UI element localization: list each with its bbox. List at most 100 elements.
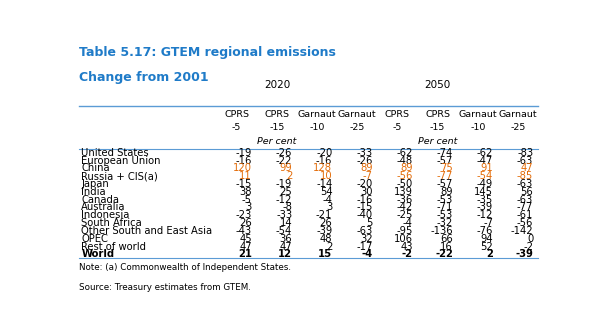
Text: 45: 45	[240, 234, 252, 244]
Text: -16: -16	[356, 195, 373, 205]
Text: 16: 16	[440, 242, 453, 251]
Text: -23: -23	[236, 210, 252, 220]
Text: -63: -63	[517, 195, 533, 205]
Text: -15: -15	[430, 123, 445, 132]
Text: -63: -63	[517, 179, 533, 189]
Text: 139: 139	[394, 187, 413, 197]
Text: 38: 38	[240, 187, 252, 197]
Text: -42: -42	[397, 202, 413, 213]
Text: Source: Treasury estimates from GTEM.: Source: Treasury estimates from GTEM.	[79, 284, 251, 292]
Text: -32: -32	[436, 218, 453, 228]
Text: -5: -5	[242, 195, 252, 205]
Text: 43: 43	[400, 242, 413, 251]
Text: Note: (a) Commonwealth of Independent States.: Note: (a) Commonwealth of Independent St…	[79, 263, 291, 272]
Text: -12: -12	[477, 210, 493, 220]
Text: -54: -54	[477, 171, 493, 181]
Text: -57: -57	[436, 179, 453, 189]
Text: -7: -7	[362, 171, 373, 181]
Text: -95: -95	[396, 226, 413, 236]
Text: -54: -54	[276, 226, 292, 236]
Text: CPRS: CPRS	[425, 110, 450, 119]
Text: -36: -36	[397, 195, 413, 205]
Text: -74: -74	[436, 148, 453, 158]
Text: -76: -76	[477, 226, 493, 236]
Text: Garnaut: Garnaut	[338, 110, 377, 119]
Text: 56: 56	[521, 187, 533, 197]
Text: -71: -71	[436, 202, 453, 213]
Text: -57: -57	[436, 156, 453, 165]
Text: -53: -53	[436, 210, 453, 220]
Text: -56: -56	[517, 218, 533, 228]
Text: -2: -2	[523, 242, 533, 251]
Text: India: India	[81, 187, 106, 197]
Text: 3: 3	[326, 202, 332, 213]
Text: -16: -16	[316, 156, 332, 165]
Text: 47: 47	[521, 163, 533, 173]
Text: -10: -10	[309, 123, 324, 132]
Text: -53: -53	[436, 195, 453, 205]
Text: Japan: Japan	[81, 179, 109, 189]
Text: European Union: European Union	[81, 156, 161, 165]
Text: 2050: 2050	[424, 80, 451, 90]
Text: 89: 89	[360, 163, 373, 173]
Text: Canada: Canada	[81, 195, 119, 205]
Text: -20: -20	[316, 148, 332, 158]
Text: 47: 47	[240, 242, 252, 251]
Text: CPRS: CPRS	[264, 110, 290, 119]
Text: -10: -10	[470, 123, 485, 132]
Text: -15: -15	[356, 202, 373, 213]
Text: 2020: 2020	[264, 80, 290, 90]
Text: -50: -50	[397, 179, 413, 189]
Text: -56: -56	[396, 171, 413, 181]
Text: -7: -7	[483, 218, 493, 228]
Text: -16: -16	[235, 156, 252, 165]
Text: 66: 66	[440, 234, 453, 244]
Text: 48: 48	[320, 234, 332, 244]
Text: 12: 12	[278, 250, 292, 259]
Text: -14: -14	[316, 179, 332, 189]
Text: -33: -33	[276, 210, 292, 220]
Text: -77: -77	[517, 202, 533, 213]
Text: 14: 14	[279, 218, 292, 228]
Text: 11: 11	[239, 171, 252, 181]
Text: -15: -15	[269, 123, 285, 132]
Text: -39: -39	[316, 226, 332, 236]
Text: 21: 21	[238, 250, 252, 259]
Text: 99: 99	[279, 163, 292, 173]
Text: -26: -26	[276, 148, 292, 158]
Text: 3: 3	[246, 202, 252, 213]
Text: -4: -4	[323, 195, 332, 205]
Text: 47: 47	[279, 242, 292, 251]
Text: -63: -63	[517, 156, 533, 165]
Text: -62: -62	[396, 148, 413, 158]
Text: 10: 10	[320, 171, 332, 181]
Text: Garnaut: Garnaut	[498, 110, 538, 119]
Text: -25: -25	[396, 210, 413, 220]
Text: -39: -39	[477, 202, 493, 213]
Text: -19: -19	[276, 179, 292, 189]
Text: South Africa: South Africa	[81, 218, 142, 228]
Text: -5: -5	[393, 123, 402, 132]
Text: -4: -4	[403, 218, 413, 228]
Text: -4: -4	[361, 250, 373, 259]
Text: 26: 26	[239, 218, 252, 228]
Text: Garnaut: Garnaut	[459, 110, 497, 119]
Text: 54: 54	[320, 187, 332, 197]
Text: -8: -8	[282, 202, 292, 213]
Text: 5: 5	[366, 218, 373, 228]
Text: -26: -26	[356, 156, 373, 165]
Text: -25: -25	[510, 123, 526, 132]
Text: OPEC: OPEC	[81, 234, 108, 244]
Text: -21: -21	[316, 210, 332, 220]
Text: Indonesia: Indonesia	[81, 210, 129, 220]
Text: -12: -12	[276, 195, 292, 205]
Text: 30: 30	[360, 187, 373, 197]
Text: 15: 15	[318, 250, 332, 259]
Text: -83: -83	[517, 148, 533, 158]
Text: -22: -22	[276, 156, 292, 165]
Text: Other South and East Asia: Other South and East Asia	[81, 226, 213, 236]
Text: -85: -85	[517, 171, 533, 181]
Text: -33: -33	[356, 148, 373, 158]
Text: 145: 145	[474, 187, 493, 197]
Text: Rest of world: Rest of world	[81, 242, 146, 251]
